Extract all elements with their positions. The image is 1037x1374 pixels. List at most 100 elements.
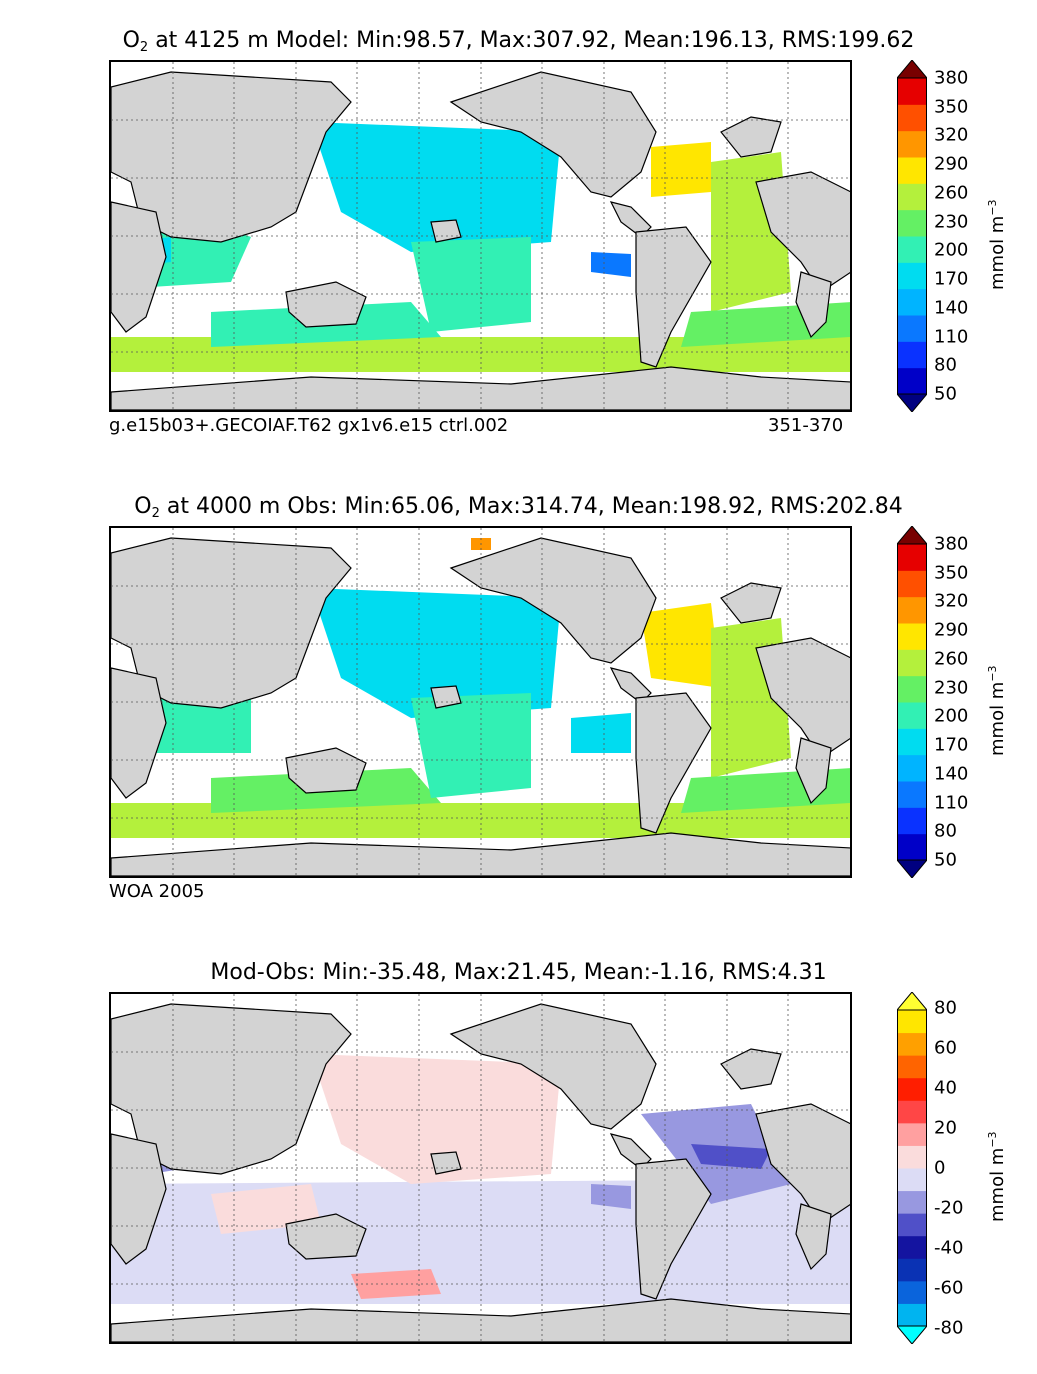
map-svg [111, 994, 850, 1342]
colorbar-tick-label: 140 [934, 297, 969, 319]
colorbar-segment [897, 596, 927, 624]
colorbar-segment [897, 675, 927, 703]
colorbar-segment [897, 1055, 927, 1079]
colorbar-tick-label: 40 [934, 1077, 957, 1099]
graticule [111, 994, 850, 1342]
colorbar-tick-label: 260 [934, 182, 969, 204]
colorbar-segment [897, 544, 927, 571]
colorbar-segment [897, 1258, 927, 1282]
colorbar-tick-label: 170 [934, 734, 969, 756]
colorbar-tick-label: 110 [934, 326, 969, 348]
colorbar-frame [897, 543, 927, 861]
colorbar-segment [897, 78, 927, 105]
colorbar-segment [897, 1303, 927, 1327]
colorbar-segment [897, 754, 927, 782]
colorbar-tick-label: 80 [934, 820, 957, 842]
colorbar-tick-label: 290 [934, 153, 969, 175]
colorbar-segment [897, 570, 927, 598]
graticule [111, 62, 850, 410]
map-diff [109, 992, 852, 1344]
colorbar-segment [897, 183, 927, 211]
colorbar-tick-label: 260 [934, 648, 969, 670]
colorbar-segment [897, 209, 927, 237]
colorbar-segment [897, 130, 927, 158]
footer-left: WOA 2005 [109, 881, 205, 902]
colorbar-unit: mmol m−3 [986, 199, 1008, 290]
colorbar [895, 59, 929, 413]
colorbar-segment [897, 833, 927, 861]
colorbar-tick-label: 230 [934, 211, 969, 233]
map-model [109, 60, 852, 412]
colorbar-frame [897, 77, 927, 395]
colorbar-segment [897, 702, 927, 729]
colorbar-segment [897, 1280, 927, 1304]
colorbar-segment [897, 262, 927, 290]
footer-right: 351-370 [768, 415, 844, 436]
colorbar-segment [897, 1077, 927, 1101]
colorbar-tick-label: 320 [934, 124, 969, 146]
colorbar-segment [897, 1100, 927, 1124]
colorbar-segment [897, 1168, 927, 1192]
colorbar-tick-label: 320 [934, 590, 969, 612]
colorbar-segment [897, 728, 927, 756]
colorbar-segment [897, 1190, 927, 1214]
colorbar-extend-high [895, 59, 929, 79]
colorbar-svg [895, 59, 929, 413]
colorbar [895, 525, 929, 879]
colorbar-segment [897, 341, 927, 369]
panel-title: Mod-Obs: Min:-35.48, Max:21.45, Mean:-1.… [210, 960, 827, 985]
colorbar-frame [897, 1009, 927, 1327]
colorbar-unit: mmol m−3 [986, 665, 1008, 756]
colorbar-segment [897, 649, 927, 677]
graticule [111, 528, 850, 876]
colorbar-tick-label: 200 [934, 705, 969, 727]
colorbar-extend-low [895, 1325, 929, 1345]
colorbar-segment [897, 781, 927, 808]
colorbar-svg [895, 991, 929, 1345]
colorbar-tick-label: 60 [934, 1037, 957, 1059]
colorbar-extend-low [895, 393, 929, 413]
colorbar-tick-label: 380 [934, 67, 969, 89]
colorbar-segment [897, 157, 927, 184]
colorbar-tick-label: 170 [934, 268, 969, 290]
colorbar-segment [897, 1010, 927, 1034]
colorbar-segment [897, 1213, 927, 1237]
colorbar-segment [897, 1122, 927, 1146]
colorbar-tick-label: 230 [934, 677, 969, 699]
colorbar-tick-label: 50 [934, 383, 957, 405]
colorbar-segment [897, 807, 927, 835]
colorbar-segment [897, 623, 927, 650]
land-masses [111, 1003, 850, 1342]
colorbar-extend-high [895, 991, 929, 1011]
colorbar-tick-label: -60 [934, 1277, 964, 1299]
colorbar-tick-label: -20 [934, 1197, 964, 1219]
colorbar-segment [897, 236, 927, 263]
colorbar-segment [897, 1032, 927, 1056]
colorbar-extend-low [895, 859, 929, 879]
colorbar-tick-label: 80 [934, 997, 957, 1019]
colorbar-tick-label: -40 [934, 1237, 964, 1259]
footer-left: g.e15b03+.GECOIAF.T62 gx1v6.e15 ctrl.002 [109, 415, 509, 436]
panel-title: O2 at 4125 m Model: Min:98.57, Max:307.9… [122, 28, 915, 55]
colorbar-svg [895, 525, 929, 879]
colorbar-tick-label: 110 [934, 792, 969, 814]
colorbar-tick-label: 0 [934, 1157, 946, 1179]
land-masses [111, 71, 850, 410]
colorbar [895, 991, 929, 1345]
colorbar-tick-label: 290 [934, 619, 969, 641]
colorbar-tick-label: 50 [934, 849, 957, 871]
map-svg [111, 62, 850, 410]
colorbar-segment [897, 315, 927, 342]
colorbar-tick-label: -80 [934, 1317, 964, 1339]
colorbar-tick-label: 350 [934, 562, 969, 584]
colorbar-unit: mmol m−3 [986, 1131, 1008, 1222]
colorbar-tick-label: 140 [934, 763, 969, 785]
colorbar-segment [897, 367, 927, 395]
panel-title: O2 at 4000 m Obs: Min:65.06, Max:314.74,… [134, 494, 903, 521]
colorbar-extend-high [895, 525, 929, 545]
map-svg [111, 528, 850, 876]
colorbar-tick-label: 380 [934, 533, 969, 555]
colorbar-segment [897, 288, 927, 316]
colorbar-segment [897, 1145, 927, 1169]
colorbar-segment [897, 1235, 927, 1259]
